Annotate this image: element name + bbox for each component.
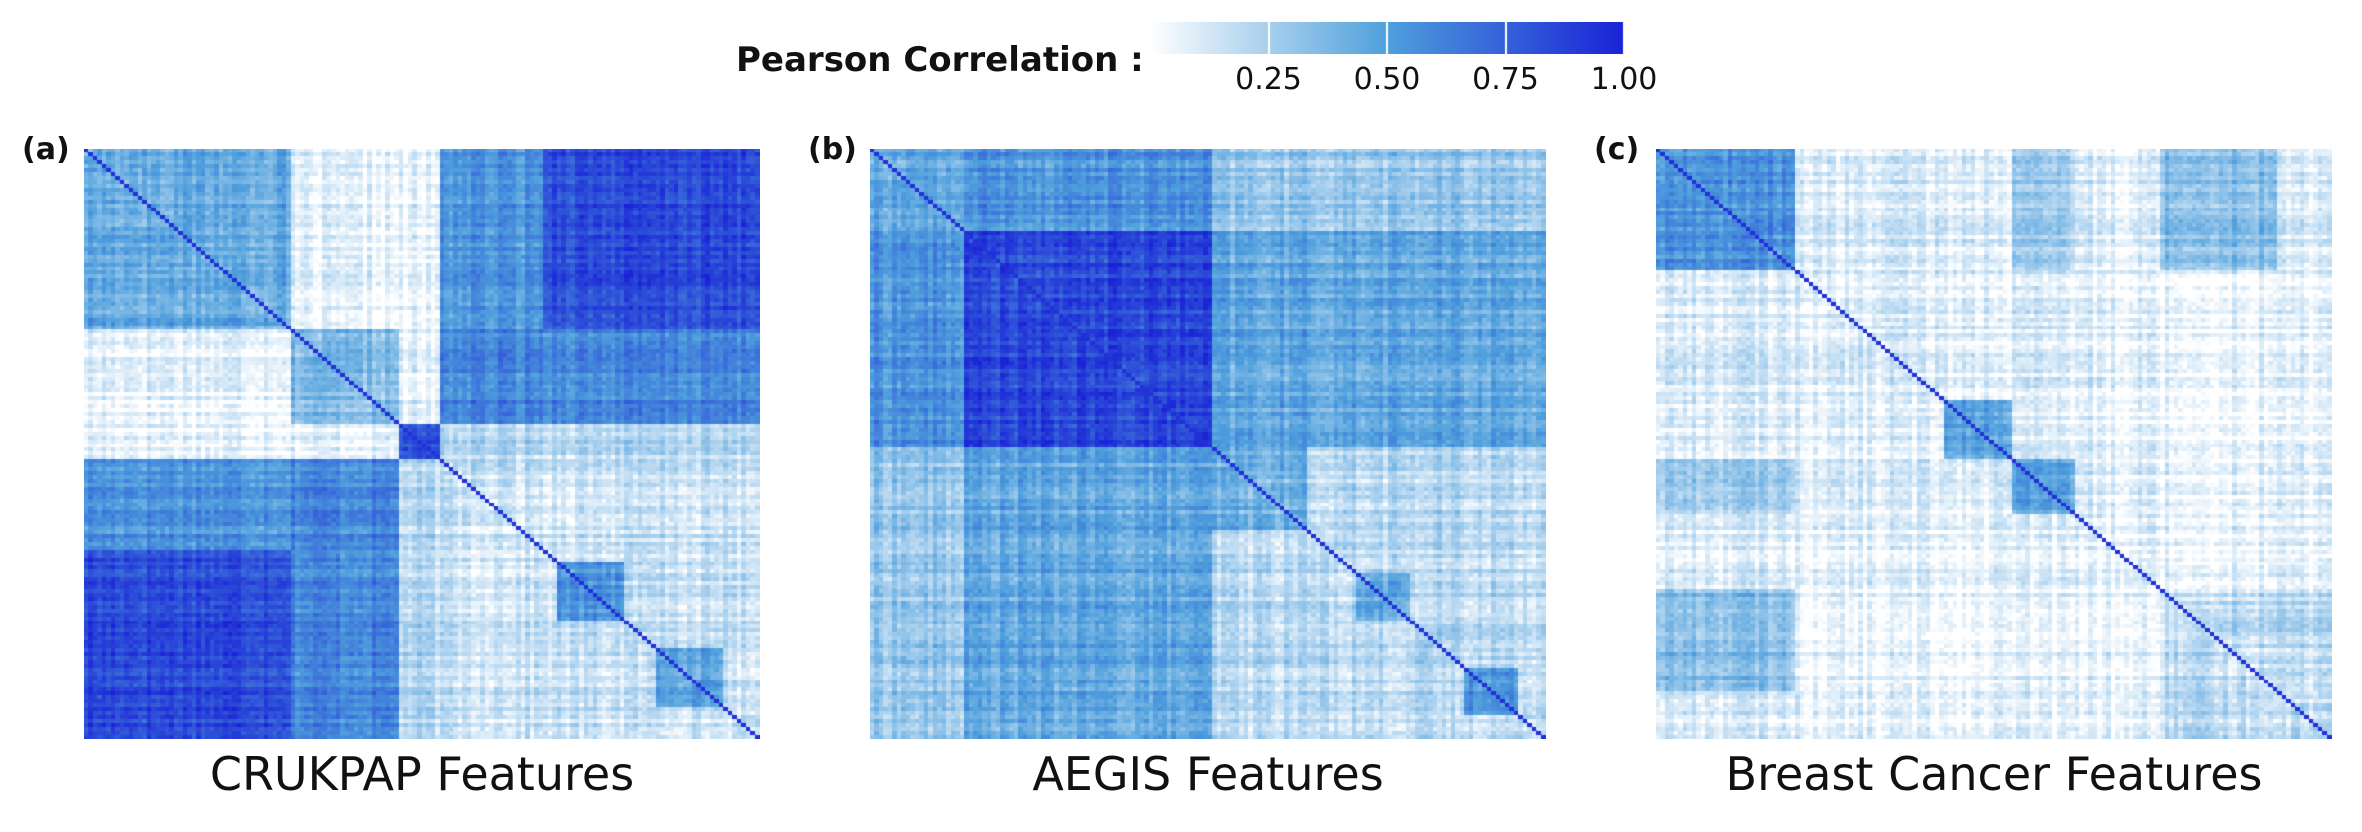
panel-label: (a) <box>22 132 70 167</box>
panel-label: (c) <box>1594 132 1640 167</box>
heatmap-crukpap <box>84 149 760 739</box>
panel-a: (a) CRUKPAP Features <box>22 132 762 832</box>
legend-title: Pearson Correlation : <box>736 40 1144 80</box>
colorbar-tick-label: 1.00 <box>1590 62 1658 97</box>
heatmap-xlabel: Breast Cancer Features <box>1725 747 2263 801</box>
panel-c: (c) Breast Cancer Features <box>1594 132 2334 832</box>
heatmap-aegis <box>870 149 1546 739</box>
heatmap-xlabel: CRUKPAP Features <box>209 747 635 801</box>
panel-b: (b) AEGIS Features <box>808 132 1548 832</box>
colorbar-tick-label: 0.75 <box>1472 62 1539 97</box>
colorbar-tick-label: 0.50 <box>1353 62 1421 97</box>
heatmap-xlabel: AEGIS Features <box>1032 747 1384 801</box>
heatmap-breast-cancer <box>1656 149 2332 739</box>
colorbar-gradient <box>1150 22 1625 54</box>
colorbar-tick-label: 0.25 <box>1235 62 1302 97</box>
panel-label: (b) <box>808 132 857 167</box>
